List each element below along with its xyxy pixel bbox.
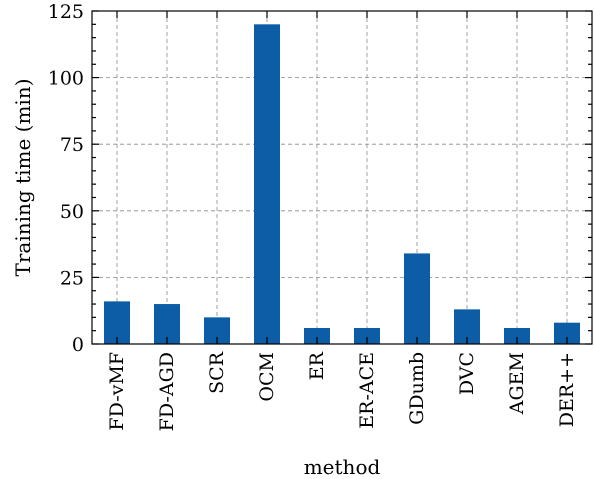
plot-frame bbox=[91, 10, 593, 345]
y-axis-label: Training time (min) bbox=[11, 79, 35, 277]
x-tick-label: ER-ACE bbox=[356, 352, 378, 429]
x-tick-label: SCR bbox=[206, 351, 228, 394]
bar-ocm bbox=[254, 24, 280, 344]
y-tick-label: 25 bbox=[60, 267, 84, 289]
bar-er-ace bbox=[354, 328, 380, 344]
x-tick-label: AGEM bbox=[506, 352, 528, 415]
grid-lines bbox=[92, 11, 592, 344]
x-tick-labels: FD-vMF FD-AGD SCR OCM ER ER-ACE GDumb DVC AGEM DE… bbox=[106, 351, 578, 431]
x-tick-label: FD-AGD bbox=[156, 352, 178, 431]
y-tick-label: 125 bbox=[48, 1, 84, 23]
x-tick-label: DVC bbox=[456, 352, 478, 395]
bar-er bbox=[304, 328, 330, 344]
x-axis-label: method bbox=[304, 455, 381, 479]
y-tick-labels: 0 25 50 75 100 125 bbox=[48, 1, 84, 356]
x-tick-label: OCM bbox=[256, 352, 278, 402]
y-tick-label: 75 bbox=[60, 134, 84, 156]
x-tick-label: ER bbox=[306, 351, 328, 380]
y-tick-label: 50 bbox=[60, 201, 84, 223]
x-tick-label: FD-vMF bbox=[106, 352, 128, 431]
x-tick-label: GDumb bbox=[406, 352, 428, 425]
bar-der- bbox=[554, 322, 580, 344]
bar-fd-vmf bbox=[104, 301, 130, 344]
y-tick-label: 100 bbox=[48, 68, 84, 90]
bars bbox=[104, 24, 580, 344]
axis-ticks bbox=[92, 10, 592, 345]
bar-gdumb bbox=[404, 253, 430, 344]
x-tick-label: DER++ bbox=[556, 352, 578, 427]
y-tick-label: 0 bbox=[72, 334, 84, 356]
bar-agem bbox=[504, 328, 530, 344]
